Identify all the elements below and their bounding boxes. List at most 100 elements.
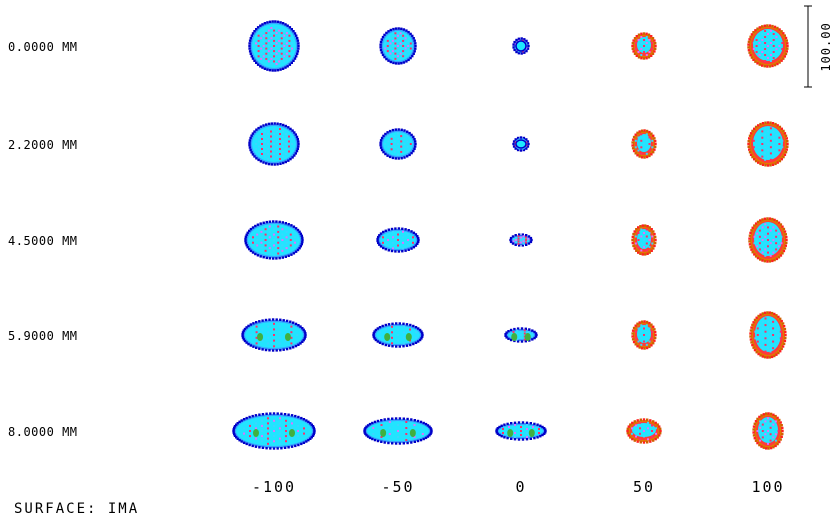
spot-ray-marker: [775, 36, 778, 38]
spot-ray-marker: [279, 128, 281, 130]
spot-ray-marker: [637, 51, 640, 53]
spot-ray-marker: [258, 413, 261, 416]
spot-ray-marker: [288, 63, 292, 66]
spot-ray-marker: [780, 424, 783, 427]
spot-ray-marker: [255, 42, 257, 45]
spot-ray-marker: [260, 47, 263, 50]
spot-ray-marker: [397, 45, 399, 47]
spot-ray-marker: [271, 349, 275, 352]
spot-ray-marker: [279, 153, 281, 155]
spot-0.0000-mm-col--50: [379, 27, 417, 65]
spot-ray-marker: [768, 65, 772, 68]
spot-ray-marker: [773, 354, 776, 358]
spot-ray-marker: [763, 356, 767, 359]
spot-ray-marker: [389, 42, 392, 45]
spot-ray-marker: [758, 146, 761, 149]
spot-ray-marker: [782, 155, 785, 159]
spot-ray-marker: [512, 237, 515, 240]
spot-ray-marker: [406, 145, 409, 148]
spot-ray-marker: [275, 47, 278, 50]
spot-ray-marker: [648, 321, 651, 325]
spot-ray-marker: [635, 424, 637, 427]
spot-ray-marker: [636, 440, 639, 443]
spot-ray-marker: [302, 339, 305, 342]
spot-ray-marker: [407, 58, 410, 62]
spot-ray-marker: [645, 48, 648, 50]
spot-ray-marker: [273, 328, 275, 331]
spot-ray-marker: [233, 434, 237, 437]
spot-ray-marker: [255, 138, 257, 140]
spot-ray-marker: [379, 141, 382, 144]
spot-ray-marker: [400, 145, 403, 148]
spot-ray-marker: [390, 143, 393, 145]
spot-ray-marker: [772, 436, 775, 439]
spot-ray-marker: [243, 327, 247, 331]
spot-ray-marker: [640, 235, 643, 238]
spot-ray-marker: [255, 325, 258, 328]
spot-ray-marker: [748, 148, 751, 151]
spot-ray-marker: [543, 427, 546, 430]
spot-ray-marker: [413, 50, 416, 53]
spot-ray-marker: [384, 132, 387, 136]
spot-ray-marker: [777, 221, 781, 224]
spot-ray-marker: [763, 311, 767, 314]
spot-ray-marker: [262, 39, 265, 42]
spot-ray-marker: [513, 40, 516, 44]
spot-ray-marker: [267, 331, 270, 334]
spot-ray-marker: [293, 131, 296, 134]
spot-ray-marker: [782, 57, 785, 60]
spot-ray-marker: [244, 242, 248, 245]
spot-ray-marker: [773, 258, 776, 262]
spot-ray-marker: [639, 225, 642, 228]
spot-ray-marker: [386, 50, 389, 53]
spot-ray-marker: [413, 147, 416, 150]
spot-ray-marker: [251, 251, 255, 254]
spot-ray-marker: [285, 419, 287, 422]
spot-ray-marker: [261, 153, 263, 155]
spot-ray-marker: [281, 221, 284, 224]
spot-ray-marker: [281, 233, 284, 236]
spot-ray-marker: [398, 322, 401, 325]
spot-ray-marker: [631, 241, 634, 245]
spot-ray-marker: [782, 227, 786, 231]
spot-ray-marker: [775, 242, 778, 245]
spot-ray-marker: [382, 241, 384, 244]
spot-ray-marker: [544, 429, 547, 433]
spot-ray-marker: [538, 428, 540, 430]
spot-ray-marker: [522, 237, 525, 240]
spot-ray-marker: [273, 334, 275, 336]
spot-ray-marker: [778, 61, 781, 64]
spot-ray-marker: [652, 439, 655, 442]
spot-ray-marker: [752, 58, 755, 61]
spot-ray-marker: [761, 218, 764, 221]
spot-ray-marker: [283, 50, 286, 53]
spot-ray-marker: [651, 146, 654, 149]
spot-ray-marker: [518, 233, 521, 236]
spot-ray-marker: [773, 312, 776, 316]
spot-ray-marker: [653, 328, 656, 331]
spot-ray-marker: [755, 136, 758, 139]
spot-ray-marker: [264, 348, 268, 352]
spot-ray-marker: [654, 142, 657, 146]
spot-ray-marker: [249, 344, 252, 347]
spot-ray-marker: [279, 432, 281, 435]
spot-ray-marker: [508, 426, 510, 428]
spot-ray-marker: [643, 156, 646, 159]
spot-ray-marker: [772, 57, 775, 59]
spot-ray-marker: [254, 252, 257, 256]
spot-ray-marker: [247, 324, 250, 328]
spot-ray-marker: [394, 27, 398, 30]
spot-ray-marker: [637, 143, 640, 145]
spot-ray-marker: [278, 220, 281, 224]
spot-ray-marker: [283, 34, 286, 37]
spot-ray-marker: [772, 45, 775, 47]
spot-ray-marker: [407, 229, 410, 232]
spot-ray-marker: [284, 222, 287, 225]
spot-ray-marker: [648, 251, 651, 254]
spot-ray-marker: [412, 37, 415, 40]
spot-ray-marker: [253, 59, 256, 62]
spot-ray-marker: [265, 162, 268, 165]
spot-ray-marker: [769, 426, 772, 429]
spot-ray-marker: [233, 426, 236, 429]
spot-ray-marker: [273, 45, 275, 47]
